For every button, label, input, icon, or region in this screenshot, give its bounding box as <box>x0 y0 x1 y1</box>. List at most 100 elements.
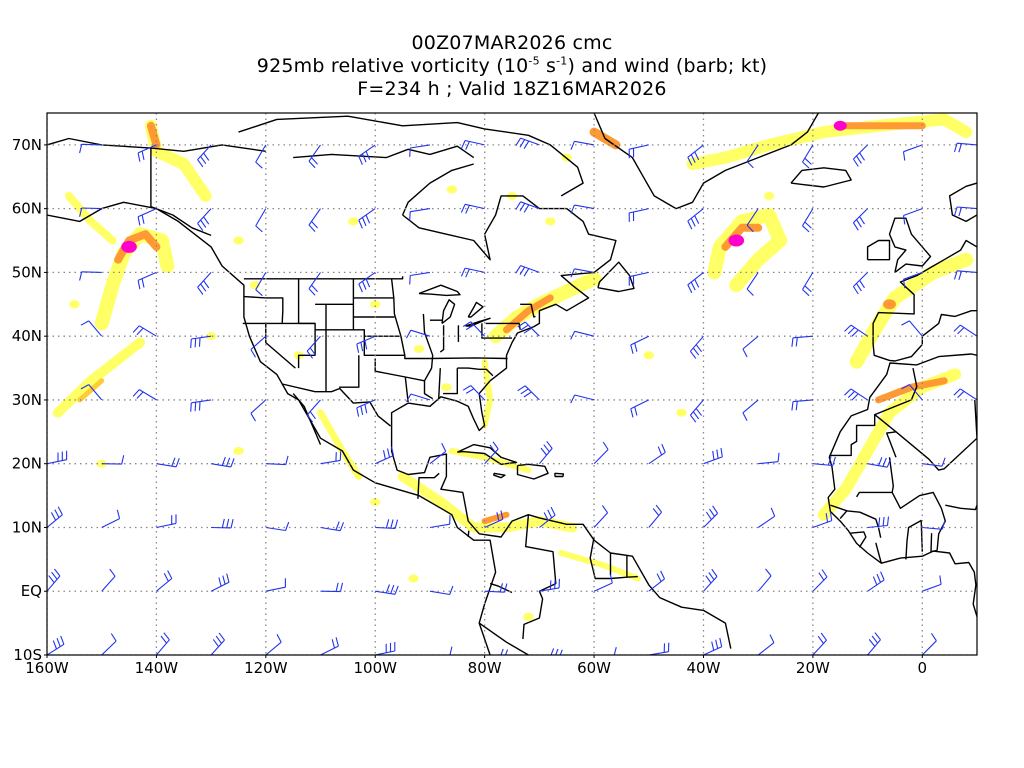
state-border <box>481 323 512 339</box>
wind-barb <box>320 582 344 593</box>
title-line-2-pre: 925mb relative vorticity (10 <box>256 55 529 77</box>
ireland-coast <box>866 239 891 261</box>
wind-barb <box>406 329 431 339</box>
vorticity-patch <box>69 300 80 309</box>
wind-barb <box>687 208 704 230</box>
wind-barb <box>628 208 649 222</box>
state-border <box>405 376 425 382</box>
lat-label: 50N <box>12 263 42 281</box>
africa-border <box>874 414 897 458</box>
wind-barb <box>250 335 267 358</box>
wind-barb <box>409 144 430 157</box>
wind-barb <box>255 144 267 169</box>
vorticity-patch <box>441 383 452 392</box>
wind-barb <box>570 394 595 404</box>
wind-barb <box>429 515 451 529</box>
wind-barb <box>791 399 813 411</box>
wind-barb <box>570 268 595 278</box>
wind-barb <box>137 144 157 162</box>
wind-barb <box>409 208 430 221</box>
wind-barb <box>976 590 977 592</box>
wind-barb <box>460 203 485 214</box>
wind-barb <box>460 267 485 278</box>
wind-barb <box>190 335 212 349</box>
vorticity-band <box>481 511 510 525</box>
cuba-coast <box>457 443 518 465</box>
africa-border <box>930 533 938 553</box>
lon-label: 140W <box>135 659 179 677</box>
wind-barb <box>484 583 508 593</box>
wind-barb <box>703 637 723 655</box>
lat-label: 70N <box>12 136 42 154</box>
wind-barb <box>375 519 399 529</box>
africa-border <box>829 367 918 457</box>
wind-barbs <box>47 137 977 655</box>
state-border <box>439 325 445 353</box>
wind-barb <box>250 399 267 422</box>
wind-barb <box>953 270 977 280</box>
vorticity-band <box>77 378 105 403</box>
lon-label: 120W <box>244 659 288 677</box>
vorticity-patch <box>408 574 419 583</box>
vorticity-band <box>686 113 973 170</box>
wind-barb <box>210 573 230 592</box>
wind-barb <box>137 208 157 226</box>
wind-barb <box>648 642 670 655</box>
wind-barb <box>320 521 345 532</box>
vorticity-max <box>833 120 847 131</box>
wind-barb <box>539 506 556 528</box>
wind-barb <box>802 144 814 169</box>
lat-label: 10S <box>13 646 42 664</box>
wind-barb <box>742 335 759 358</box>
wind-barb <box>953 324 977 337</box>
wind-barb <box>47 506 63 528</box>
wind-barb <box>689 399 704 423</box>
wind-barb <box>375 584 399 595</box>
africa-border <box>850 531 867 548</box>
state-border <box>339 355 360 388</box>
wind-barb <box>308 144 321 169</box>
wind-barb <box>844 388 868 401</box>
wind-barb <box>976 527 977 529</box>
wind-barb <box>628 144 649 159</box>
wind-barb <box>374 446 395 465</box>
vorticity-band <box>144 119 212 202</box>
arctic-islands <box>238 115 584 197</box>
east-coast <box>390 208 617 432</box>
map-title: 00Z07MAR2026 cmc 925mb relative vorticit… <box>0 32 1024 101</box>
wind-barb <box>742 399 759 421</box>
state-border <box>265 297 284 324</box>
wind-barb <box>538 440 553 465</box>
state-border <box>438 368 441 399</box>
wind-barb <box>515 201 540 213</box>
lat-label: 30N <box>12 391 42 409</box>
africa-border <box>945 504 977 511</box>
vorticity-band <box>448 448 532 474</box>
hudson-bay <box>402 195 567 261</box>
state-border <box>374 358 409 402</box>
wind-barb <box>265 578 286 592</box>
wind-barb <box>867 571 885 592</box>
wind-barb <box>922 457 946 467</box>
lon-label: 100W <box>354 659 398 677</box>
wind-barb <box>901 384 923 401</box>
wind-barb <box>306 335 321 359</box>
vorticity-patch <box>676 408 687 417</box>
lake-michigan <box>441 299 456 324</box>
wind-barb <box>812 511 833 529</box>
vorticity-patch <box>205 332 217 341</box>
africa-border <box>830 504 882 538</box>
vorticity-band <box>481 358 494 429</box>
title-line-3: F=234 h ; Valid 18Z16MAR2026 <box>357 78 667 100</box>
wind-barb <box>80 320 103 337</box>
wind-barb <box>320 451 342 465</box>
wind-barb <box>197 144 212 168</box>
wind-barb <box>156 570 173 592</box>
wind-barb <box>406 393 431 403</box>
vorticity-patch <box>370 497 381 506</box>
wind-barb <box>867 516 890 529</box>
wind-barb <box>460 139 485 150</box>
wind-barb <box>689 335 704 359</box>
wind-barb <box>156 457 180 468</box>
wind-barb <box>308 272 321 296</box>
